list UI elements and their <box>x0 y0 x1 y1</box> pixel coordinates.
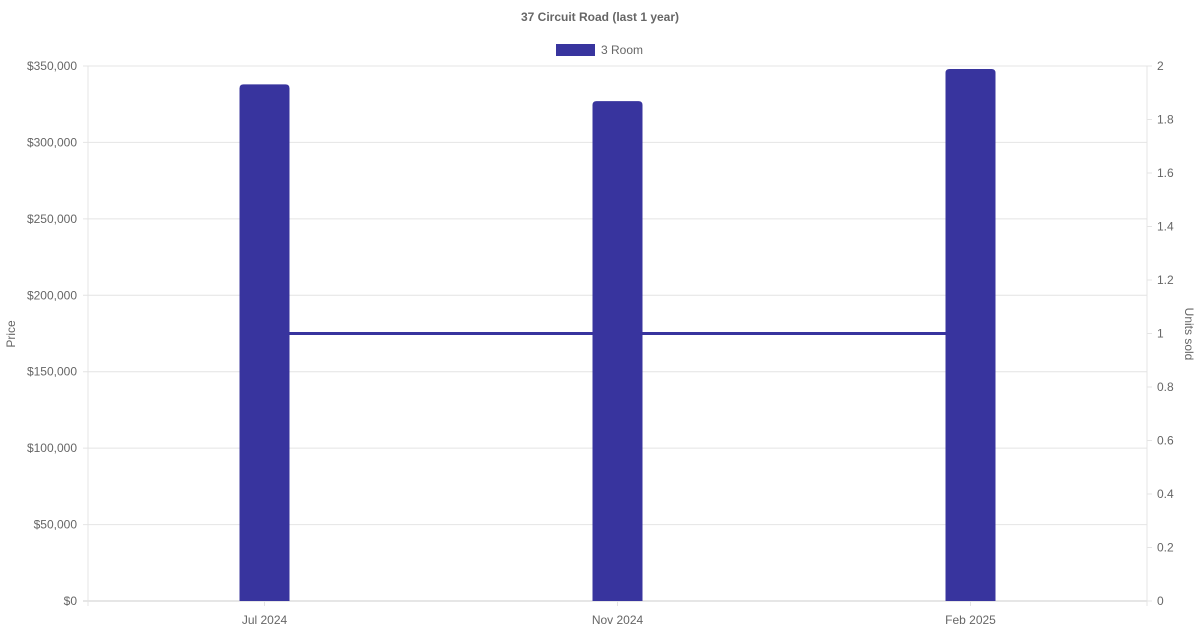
y2-tick-label: 0.4 <box>1157 487 1174 501</box>
y2-tick-label: 2 <box>1157 59 1164 73</box>
y-tick-label: $250,000 <box>27 212 77 226</box>
y-axis-label: Price <box>4 320 18 348</box>
price-bar <box>592 101 643 602</box>
y-tick-label: $350,000 <box>27 59 77 73</box>
y2-tick-label: 0.8 <box>1157 380 1174 394</box>
y-tick-label: $200,000 <box>27 288 77 302</box>
y-tick-label: $50,000 <box>34 518 78 532</box>
y2-tick-label: 1.2 <box>1157 273 1174 287</box>
price-bar <box>945 69 996 602</box>
price-bar <box>239 84 290 602</box>
y-tick-label: $100,000 <box>27 441 77 455</box>
y2-axis-label: Units sold <box>1182 308 1196 361</box>
legend-swatch <box>556 44 595 56</box>
y-tick-label: $300,000 <box>27 135 77 149</box>
x-tick-label: Jul 2024 <box>242 613 288 627</box>
y2-tick-label: 1.4 <box>1157 220 1174 234</box>
legend-item[interactable]: 3 Room <box>556 43 643 57</box>
y2-tick-label: 0 <box>1157 594 1164 608</box>
chart-title: 37 Circuit Road (last 1 year) <box>521 10 679 24</box>
x-tick-label: Feb 2025 <box>945 613 996 627</box>
y2-tick-label: 1 <box>1157 327 1164 341</box>
y2-tick-label: 0.2 <box>1157 541 1174 555</box>
legend-label: 3 Room <box>601 43 643 57</box>
y2-tick-label: 1.8 <box>1157 113 1174 127</box>
y-tick-label: $0 <box>64 594 78 608</box>
y2-tick-label: 1.6 <box>1157 166 1174 180</box>
x-tick-label: Nov 2024 <box>592 613 644 627</box>
y-tick-label: $150,000 <box>27 365 77 379</box>
y2-tick-label: 0.6 <box>1157 434 1174 448</box>
